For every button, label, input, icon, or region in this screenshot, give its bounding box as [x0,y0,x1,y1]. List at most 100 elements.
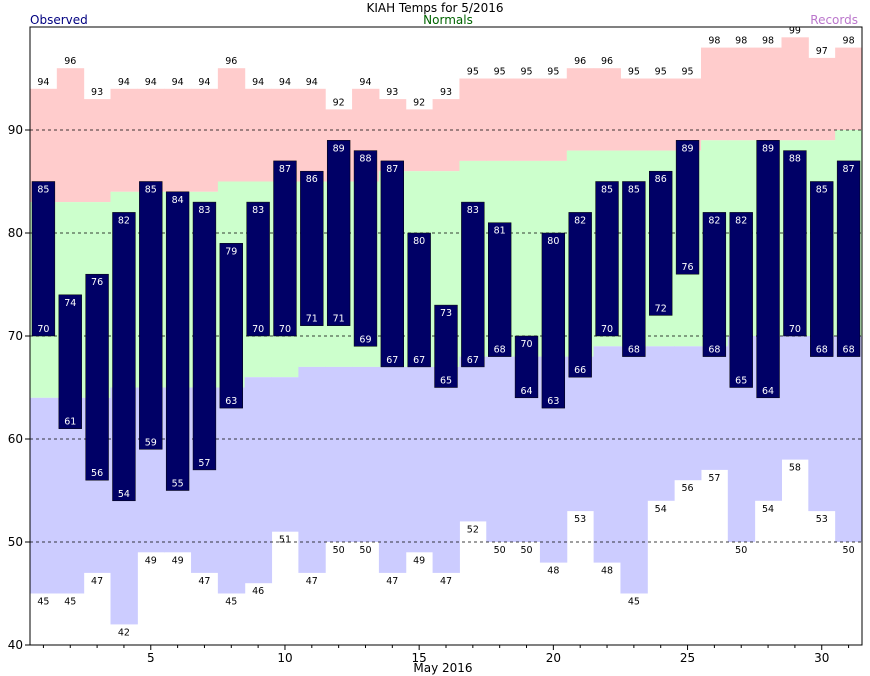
record-low-band [700,346,729,470]
x-tick-label: 20 [546,651,561,665]
observed-high-label: 83 [467,205,479,216]
observed-low-label: 63 [547,396,559,407]
record-low-band [378,366,407,573]
observed-high-label: 82 [574,215,586,226]
observed-low-label: 55 [172,479,184,490]
record-low-band [566,356,595,512]
record-high-label: 93 [386,87,398,98]
record-high-band [164,88,192,192]
record-low-band [647,346,675,501]
record-high-band [781,37,809,141]
observed-low-label: 72 [655,303,667,314]
observed-high-label: 87 [386,164,398,175]
observed-high-label: 89 [762,143,774,154]
record-low-label: 47 [440,576,452,587]
observed-low-label: 66 [574,365,586,376]
record-low-band [271,377,299,532]
observed-bar [488,222,512,357]
observed-low-label: 63 [225,396,237,407]
record-high-band [513,78,541,161]
record-high-label: 94 [118,77,130,88]
observed-low-label: 76 [682,262,694,273]
legend-records: Records [810,13,858,27]
record-high-label: 94 [359,77,371,88]
observed-bar [461,201,485,368]
observed-low-label: 70 [789,324,801,335]
legend-observed: Observed [30,13,88,27]
observed-low-label: 68 [494,345,506,356]
record-low-label: 58 [789,463,801,474]
record-high-band [217,68,246,182]
y-tick-label: 40 [8,638,23,652]
observed-bar [810,181,834,357]
observed-bar [112,212,136,502]
record-high-label: 96 [64,56,76,67]
record-low-label: 45 [225,597,237,608]
observed-bar [139,181,163,450]
observed-bar [300,170,324,326]
record-low-label: 50 [520,545,532,556]
observed-high-label: 82 [735,215,747,226]
observed-high-label: 76 [91,277,103,288]
observed-bar [729,212,753,388]
observed-bar [31,181,56,337]
observed-bar [380,160,404,368]
record-low-label: 49 [172,555,184,566]
observed-bar [165,191,190,491]
record-low-label: 45 [64,597,76,608]
record-high-label: 98 [735,36,747,47]
record-high-label: 98 [762,36,774,47]
observed-bar [407,232,431,368]
observed-high-label: 85 [816,185,828,196]
observed-bar [273,160,297,337]
observed-bar [649,170,673,316]
observed-high-label: 86 [306,174,318,185]
observed-high-label: 79 [225,246,237,257]
record-high-band [700,47,729,141]
record-high-band [566,68,595,151]
observed-high-label: 80 [413,236,425,247]
record-high-band [620,78,648,151]
observed-high-label: 84 [172,195,184,206]
record-low-band [244,377,273,584]
observed-high-label: 89 [333,143,345,154]
observed-low-label: 69 [359,334,371,345]
observed-bar [219,243,243,409]
record-high-label: 95 [520,67,532,78]
observed-high-label: 89 [682,143,694,154]
record-low-band [808,336,836,512]
observed-high-label: 70 [520,339,532,350]
record-high-band [56,68,85,203]
observed-high-label: 88 [359,154,371,165]
record-high-label: 95 [655,67,667,78]
x-tick-label: 10 [277,651,292,665]
record-low-label: 50 [735,545,747,556]
record-low-label: 50 [843,545,855,556]
observed-low-label: 70 [37,324,49,335]
observed-bar [622,181,646,357]
record-high-label: 97 [816,46,828,57]
record-high-band [539,78,568,161]
x-tick-label: 15 [412,651,427,665]
record-high-band [459,78,487,161]
observed-high-label: 82 [708,215,720,226]
record-high-band [593,68,621,151]
record-high-band [486,78,514,161]
observed-bar [514,335,539,399]
record-high-label: 95 [682,67,694,78]
record-high-band [808,57,836,141]
record-high-label: 96 [225,56,237,67]
record-low-label: 54 [762,504,774,515]
record-low-label: 56 [682,483,694,494]
record-low-label: 48 [601,566,613,577]
x-tick-label: 25 [680,651,695,665]
observed-low-label: 57 [198,458,210,469]
record-low-label: 50 [494,545,506,556]
record-low-label: 50 [359,545,371,556]
record-low-label: 47 [91,576,103,587]
record-low-label: 53 [574,514,586,525]
observed-low-label: 64 [520,386,532,397]
record-high-label: 94 [306,77,318,88]
observed-high-label: 87 [279,164,291,175]
